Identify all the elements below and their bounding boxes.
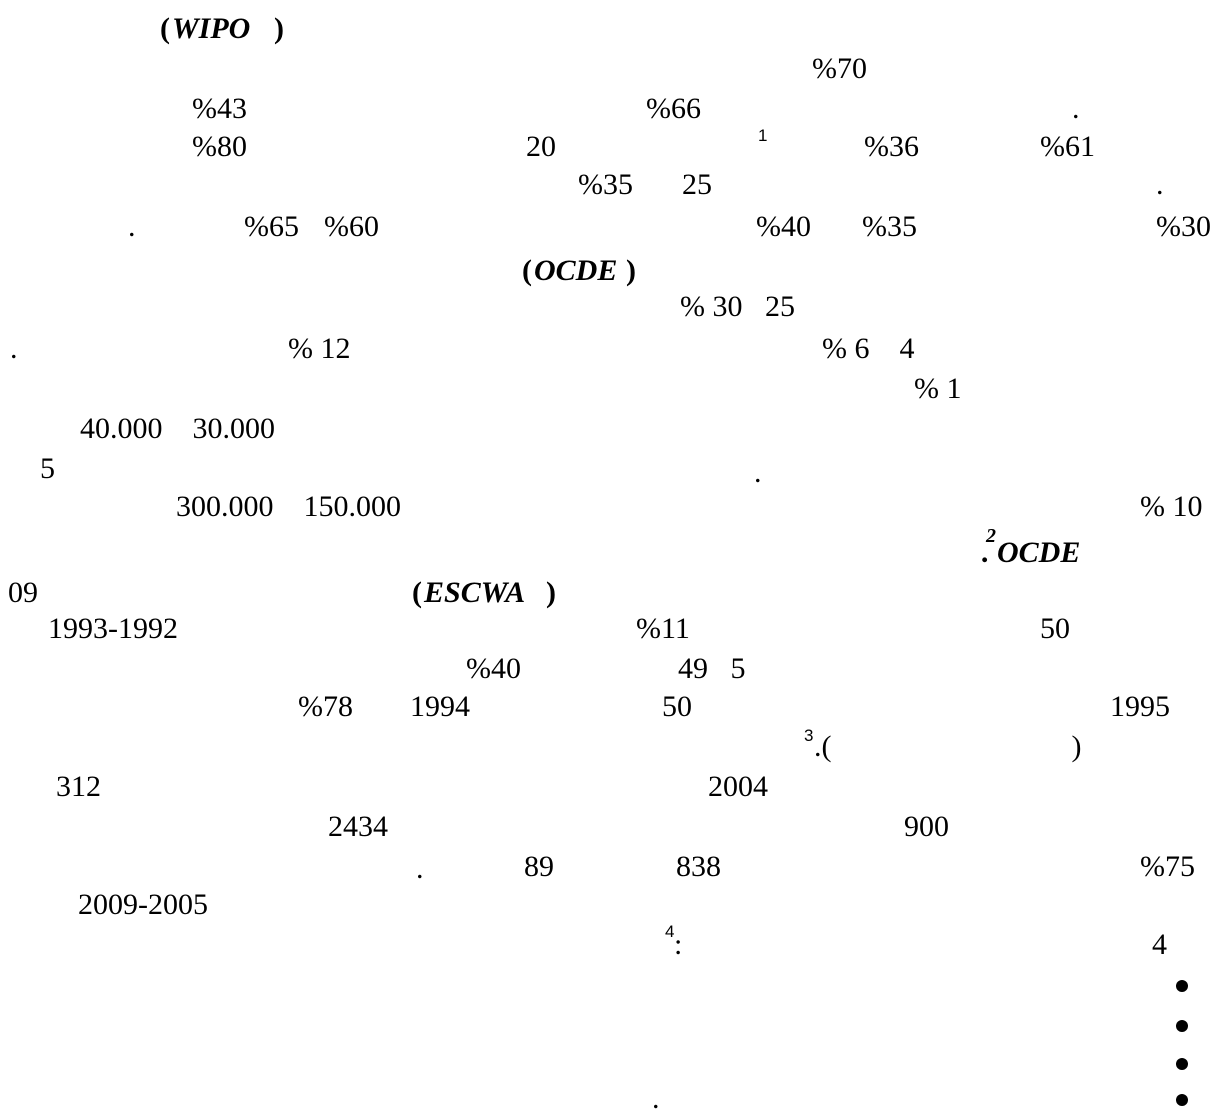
percent-60: %60	[324, 210, 379, 243]
percent-43: %43	[192, 92, 247, 125]
bullet-marker	[1176, 1058, 1188, 1070]
bullet-marker	[1176, 980, 1188, 992]
wipo-acronym: WIPO	[172, 12, 251, 45]
sentence-dot: .	[1072, 92, 1080, 125]
percent-78: %78	[298, 690, 353, 723]
percent-35: %35	[862, 210, 917, 243]
number-838: 838	[676, 850, 721, 883]
percent-12: % 12	[288, 332, 351, 365]
sentence-dot: .	[416, 852, 424, 885]
sentence-dot: .	[652, 1082, 660, 1115]
percent-70: %70	[812, 52, 867, 85]
escwa-open-paren: (	[412, 576, 422, 609]
wipo-close-paren: )	[274, 12, 284, 45]
percent-66: %66	[646, 92, 701, 125]
sentence-dot: .	[754, 456, 762, 489]
bullet-marker	[1176, 1094, 1188, 1106]
sentence-dot: .	[128, 210, 136, 243]
year-2004: 2004	[708, 770, 768, 803]
years-1992-1993: 1993-1992	[48, 612, 178, 645]
year-1994: 1994	[410, 690, 470, 723]
footnote-ref-1: 1	[758, 126, 768, 145]
colon: :	[674, 928, 683, 961]
percent-61: %61	[1040, 130, 1095, 163]
footnote-ref-3: 3	[804, 726, 814, 745]
number-09: 09	[8, 576, 38, 609]
number-20: 20	[526, 130, 556, 163]
number-49-5: 49 5	[678, 652, 746, 685]
percent-1: % 1	[914, 372, 962, 405]
percent-range-4-6: % 6 4	[822, 332, 915, 365]
number-4: 4	[1152, 928, 1167, 961]
percent-10: % 10	[1140, 490, 1203, 523]
footnote-ref-2: 2	[986, 525, 996, 547]
ocde-acronym: OCDE	[534, 254, 618, 287]
bullet-marker	[1176, 1020, 1188, 1032]
number-2434: 2434	[328, 810, 388, 843]
ocde-open-paren: (	[522, 254, 532, 287]
number-89: 89	[524, 850, 554, 883]
sentence-dot: .	[10, 332, 18, 365]
number-312: 312	[56, 770, 101, 803]
parenthetical: .( )	[814, 730, 1082, 763]
number-5: 5	[40, 452, 55, 485]
escwa-acronym: ESCWA	[424, 576, 526, 609]
sentence-dot: .	[1156, 168, 1164, 201]
number-50: 50	[1040, 612, 1070, 645]
footnote-ref-4: 4	[665, 922, 675, 941]
number-25: 25	[682, 168, 712, 201]
percent-30: %30	[1156, 210, 1211, 243]
percent-80: %80	[192, 130, 247, 163]
percent-36: %36	[864, 130, 919, 163]
ocde-close-paren: )	[626, 254, 636, 287]
percent-35: %35	[578, 168, 633, 201]
percent-11: %11	[636, 612, 690, 645]
number-range-30000-40000: 40.000 30.000	[80, 412, 275, 445]
escwa-close-paren: )	[546, 576, 556, 609]
years-2005-2009: 2009-2005	[78, 888, 208, 921]
percent-75: %75	[1140, 850, 1195, 883]
ocde-reference: . OCDE	[982, 536, 1081, 569]
year-1995: 1995	[1110, 690, 1170, 723]
percent-range-25-30: % 30 25	[680, 290, 795, 323]
number-range-150000-300000: 300.000 150.000	[176, 490, 401, 523]
number-900: 900	[904, 810, 949, 843]
percent-40: %40	[466, 652, 521, 685]
percent-40: %40	[756, 210, 811, 243]
number-50: 50	[662, 690, 692, 723]
wipo-open-paren: (	[160, 12, 170, 45]
percent-65: %65	[244, 210, 299, 243]
